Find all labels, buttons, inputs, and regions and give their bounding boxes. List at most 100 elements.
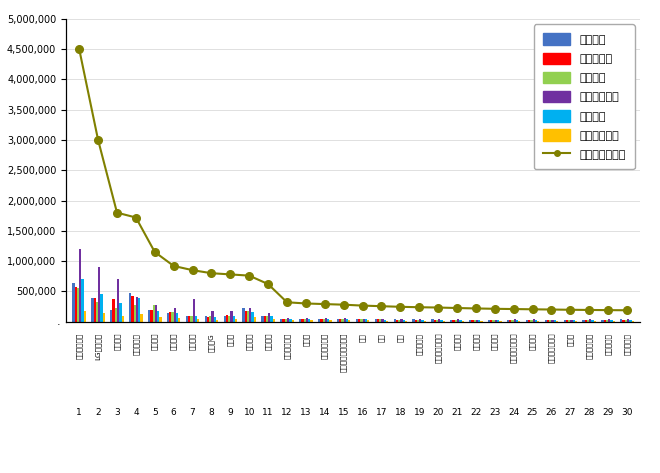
Bar (91, 298, 94, 322)
Bar (476, 320, 478, 322)
Bar (190, 315, 193, 322)
Bar (474, 320, 476, 322)
Bar (289, 319, 292, 322)
Bar (138, 298, 141, 322)
Bar (251, 312, 253, 322)
Bar (306, 318, 308, 322)
Text: 박나승: 박나승 (567, 333, 574, 346)
Bar (98, 267, 100, 322)
Bar (526, 320, 528, 322)
Bar (568, 320, 570, 322)
Bar (228, 316, 230, 322)
Bar (235, 319, 237, 322)
Bar (632, 321, 634, 322)
Text: 코스맥스: 코스맥스 (151, 333, 158, 350)
Bar (461, 321, 464, 322)
Bar (585, 320, 587, 322)
Bar (304, 319, 306, 322)
Line: 브랜드평판지수: 브랜드평판지수 (75, 45, 631, 314)
Bar (412, 319, 414, 322)
Bar (365, 319, 367, 322)
Text: 현대유처넷: 현대유처넷 (605, 333, 611, 355)
Bar (133, 305, 136, 322)
Text: 현대유처넷: 현대유처넷 (624, 333, 630, 355)
Bar (513, 319, 516, 322)
Bar (564, 320, 566, 322)
Text: 현대바이오랜드: 현대바이오랜드 (548, 333, 555, 363)
Bar (594, 321, 596, 322)
Bar (612, 321, 615, 322)
Bar (337, 319, 339, 322)
Bar (443, 321, 445, 322)
Bar (129, 293, 131, 322)
Bar (75, 287, 77, 322)
Bar (119, 303, 121, 322)
Bar (103, 313, 105, 322)
Bar (100, 294, 103, 322)
Bar (320, 319, 323, 322)
브랜드평판지수 (566, 307, 574, 313)
Bar (556, 321, 558, 322)
Bar (367, 321, 370, 322)
브랜드평판지수 (226, 272, 234, 277)
브랜드평판지수 (415, 305, 423, 310)
Bar (308, 319, 310, 322)
Text: 코스나인: 코스나인 (453, 333, 460, 350)
Bar (193, 298, 195, 322)
Bar (115, 308, 117, 322)
Bar (178, 318, 180, 322)
Bar (488, 320, 490, 322)
Bar (601, 320, 603, 322)
Bar (591, 320, 594, 322)
Bar (554, 320, 556, 322)
Bar (575, 321, 577, 322)
브랜드평판지수 (397, 304, 405, 310)
Text: 아모레G: 아모레G (208, 333, 214, 351)
Bar (323, 319, 325, 322)
Bar (528, 320, 530, 322)
브랜드평판지수 (453, 305, 461, 311)
Bar (573, 320, 575, 322)
Bar (157, 311, 159, 322)
Bar (622, 320, 625, 322)
Bar (81, 279, 84, 322)
Bar (247, 311, 249, 322)
Bar (226, 315, 228, 322)
Bar (205, 315, 207, 322)
Bar (383, 320, 386, 322)
Bar (356, 319, 358, 322)
브랜드평판지수 (283, 299, 291, 305)
Bar (518, 321, 521, 322)
Bar (209, 316, 211, 322)
Bar (358, 319, 360, 322)
Bar (512, 320, 513, 322)
Text: 라스: 라스 (397, 333, 404, 342)
Bar (207, 317, 209, 322)
Bar (544, 320, 547, 322)
Bar (77, 289, 79, 322)
Text: 스킨엔스킨: 스킨엔스킨 (416, 333, 422, 355)
Bar (620, 319, 622, 322)
Bar (629, 320, 632, 322)
Bar (362, 319, 365, 322)
Bar (150, 309, 152, 322)
Text: 디와이디: 디와이디 (492, 333, 498, 350)
Bar (587, 320, 589, 322)
Bar (455, 320, 457, 322)
브랜드평판지수 (321, 301, 329, 307)
Bar (436, 320, 438, 322)
Text: 브이티: 브이티 (227, 333, 234, 346)
Bar (287, 318, 289, 322)
Bar (381, 319, 383, 322)
Bar (398, 320, 401, 322)
브랜드평판지수 (132, 215, 140, 220)
Bar (79, 249, 81, 322)
Bar (344, 318, 346, 322)
Bar (169, 312, 172, 322)
Bar (329, 320, 331, 322)
Bar (249, 308, 251, 322)
Text: 에이블씨엔씨: 에이블씨엔씨 (284, 333, 290, 359)
브랜드평판지수 (547, 307, 555, 312)
Bar (492, 320, 495, 322)
Bar (516, 320, 518, 322)
